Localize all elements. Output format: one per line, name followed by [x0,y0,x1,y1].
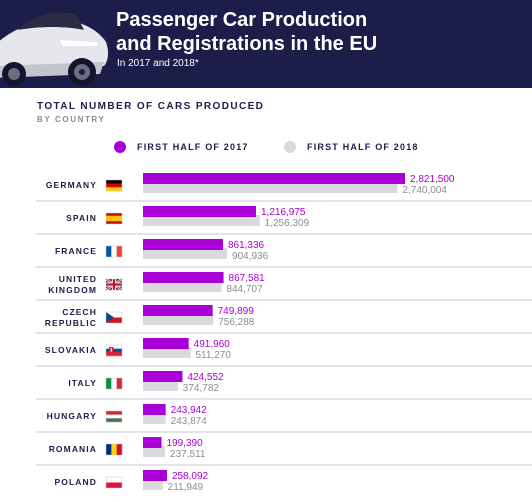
bar-2017 [143,305,213,316]
country-label: GERMANY [46,180,97,190]
czech-flag-icon [105,311,123,324]
value-label-2018: 904,936 [232,251,269,262]
bar-2018 [143,314,214,325]
bar-2017 [143,371,183,382]
bar-2017 [143,470,167,481]
bar-2018 [143,347,191,358]
bar-2017 [143,206,257,217]
value-label-2018: 511,270 [195,350,231,361]
value-label-2018: 2,740,004 [402,185,447,196]
value-label-2017: 424,552 [187,372,224,383]
country-label: UNITED KINGDOM [48,274,97,295]
germany-flag-icon [105,179,123,192]
bar-2018 [143,479,163,490]
value-label-2017: 867,581 [229,273,266,284]
country-label: FRANCE [55,246,97,256]
chart-title: TOTAL NUMBER OF CARS PRODUCED [37,101,265,112]
value-label-2017: 861,336 [228,240,265,251]
page-title: Passenger Car Production and Registratio… [116,9,378,55]
legend-label-2018: FIRST HALF OF 2018 [307,142,419,152]
value-label-2017: 2,821,500 [410,174,455,185]
value-label-2018: 374,782 [183,383,220,394]
header-banner: Passenger Car Production and Registratio… [0,0,532,88]
country-label: CZECH REPUBLIC [45,307,97,328]
country-label: SPAIN [66,213,97,223]
car-icon [0,12,109,86]
italy-flag-icon [105,377,123,390]
legend-dot-2017-icon [114,141,126,153]
uk-flag-icon [105,278,123,291]
legend-item-2017: FIRST HALF OF 2017 [114,141,249,153]
bar-2018 [143,215,260,226]
legend-dot-2018-icon [284,141,296,153]
france-flag-icon [105,245,123,258]
country-label: ROMANIA [49,444,97,454]
country-label: HUNGARY [47,411,97,421]
value-label-2017: 749,899 [218,306,255,317]
page-subtitle: In 2017 and 2018* [117,58,199,69]
legend-item-2018: FIRST HALF OF 2018 [284,141,419,153]
legend-label-2017: FIRST HALF OF 2017 [137,142,249,152]
poland-flag-icon [105,476,123,489]
value-label-2018: 756,288 [218,317,255,328]
country-label: ITALY [68,378,97,388]
bar-2017 [143,173,405,184]
country-label: POLAND [55,477,98,487]
bar-2018 [143,281,222,292]
bar-2017 [143,404,166,415]
chart-subtitle: BY COUNTRY [37,115,106,124]
bar-2017 [143,437,162,448]
romania-flag-icon [105,443,123,456]
hungary-flag-icon [105,410,123,423]
value-label-2017: 243,942 [171,405,208,416]
bar-2017 [143,338,189,349]
value-label-2018: 211,949 [168,482,204,493]
value-label-2017: 258,092 [172,471,209,482]
value-label-2018: 237,511 [170,449,206,460]
bar-2018 [143,182,398,193]
value-label-2017: 1,216,975 [261,207,306,218]
value-label-2018: 844,707 [226,284,263,295]
bar-2018 [143,380,178,391]
value-label-2018: 1,256,309 [265,218,310,229]
country-label: SLOVAKIA [45,345,97,355]
bar-2017 [143,272,224,283]
slovakia-flag-icon [105,344,123,357]
bar-2018 [143,446,166,457]
bar-2017 [143,239,223,250]
bar-2018 [143,413,166,424]
bar-2018 [143,248,228,259]
value-label-2017: 199,390 [167,438,204,449]
value-label-2017: 491,960 [194,339,231,350]
value-label-2018: 243,874 [171,416,208,427]
spain-flag-icon [105,212,123,225]
